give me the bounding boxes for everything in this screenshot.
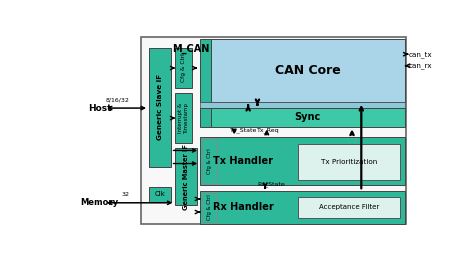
Text: Sync: Sync (294, 112, 320, 122)
Text: Memory: Memory (81, 198, 118, 207)
Text: Cfg & Ctrl: Cfg & Ctrl (207, 148, 212, 174)
Bar (200, 39, 211, 102)
Text: Cfg & Ctrl: Cfg & Ctrl (207, 195, 212, 220)
Bar (200, 102, 404, 108)
Bar (200, 137, 404, 185)
Text: Interrupt &
Timestamp: Interrupt & Timestamp (178, 103, 189, 134)
Text: 8/16/32: 8/16/32 (106, 98, 129, 103)
Bar (141, 37, 405, 224)
Bar (175, 148, 196, 205)
Text: Rx Handler: Rx Handler (213, 203, 273, 212)
Bar (149, 48, 170, 167)
Text: M_CAN: M_CAN (172, 44, 209, 54)
Bar (175, 48, 192, 88)
Bar (211, 108, 404, 127)
Text: Host: Host (88, 104, 112, 113)
Bar (201, 193, 217, 222)
Text: can_tx: can_tx (408, 51, 431, 57)
Bar (297, 143, 399, 181)
Text: Tx_State: Tx_State (229, 128, 257, 133)
Text: can_rx: can_rx (408, 63, 431, 69)
Bar (201, 139, 217, 184)
Bar (211, 39, 404, 102)
Text: Tx_Req: Tx_Req (257, 128, 280, 133)
Text: Tx Handler: Tx Handler (213, 156, 273, 166)
Text: Clk: Clk (154, 191, 165, 197)
Bar (297, 197, 399, 218)
Text: 32: 32 (122, 192, 129, 197)
Text: Acceptance Filter: Acceptance Filter (318, 204, 378, 210)
Text: Tx Prioritization: Tx Prioritization (320, 159, 376, 165)
Text: CAN Core: CAN Core (274, 64, 340, 77)
Text: Rx_State: Rx_State (257, 182, 285, 188)
Text: Cfg & Ctrl: Cfg & Ctrl (181, 54, 186, 82)
Text: Generic Master IF: Generic Master IF (183, 143, 189, 210)
Bar (200, 108, 211, 127)
Bar (175, 93, 192, 143)
Bar (149, 187, 170, 202)
Text: Generic Slave IF: Generic Slave IF (157, 74, 162, 140)
Bar (200, 191, 404, 224)
